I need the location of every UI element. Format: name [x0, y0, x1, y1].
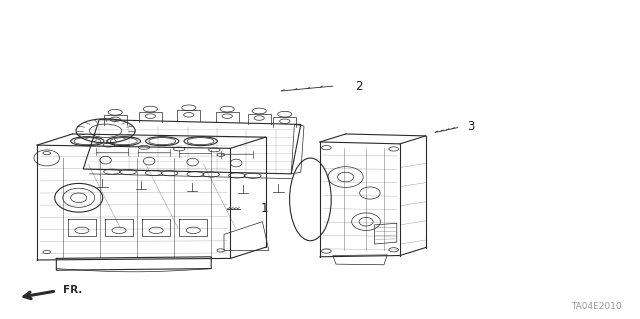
- Text: TA04E2010: TA04E2010: [572, 302, 622, 311]
- Text: 2: 2: [355, 80, 363, 93]
- Text: 3: 3: [467, 120, 475, 132]
- Text: FR.: FR.: [63, 285, 82, 295]
- Text: 1: 1: [261, 203, 269, 215]
